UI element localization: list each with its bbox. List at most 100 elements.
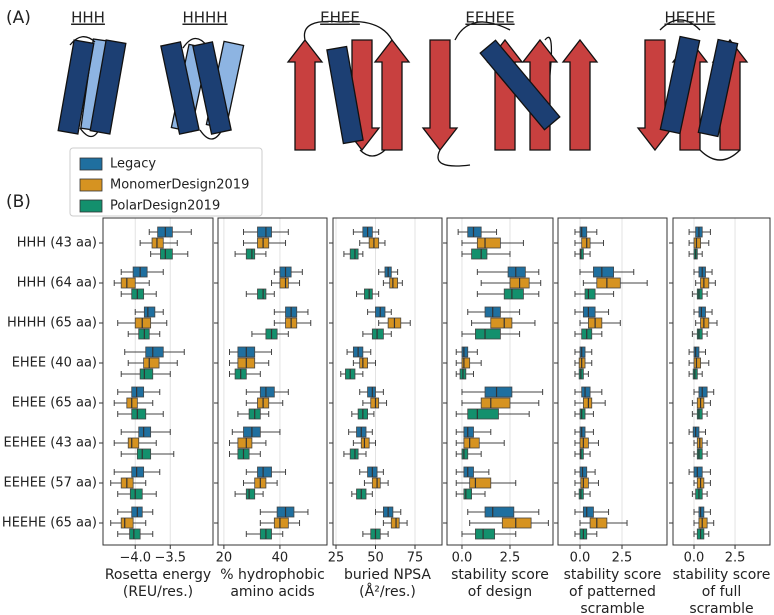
- box: [136, 448, 152, 460]
- x-axis-label: of design: [468, 584, 532, 600]
- box: [579, 466, 588, 478]
- x-axis-label: (Å²/res.): [359, 583, 416, 600]
- box: [134, 317, 152, 329]
- box: [467, 408, 499, 420]
- box: [371, 328, 384, 340]
- x-axis-label: scramble: [580, 601, 644, 615]
- box: [507, 266, 526, 278]
- y-tick-label: HHH (64 aa): [17, 276, 97, 291]
- helix: [57, 39, 95, 135]
- box: [469, 477, 492, 489]
- box: [259, 386, 275, 398]
- box: [463, 488, 472, 500]
- helix: [160, 41, 200, 135]
- box: [370, 397, 380, 409]
- box: [693, 237, 701, 249]
- box: [693, 346, 700, 358]
- axes-frame: [217, 217, 328, 546]
- box: [696, 448, 703, 460]
- x-axis-label: stability score: [451, 567, 549, 583]
- strand: [561, 38, 599, 151]
- x-axis-label: stability score: [564, 567, 662, 583]
- loop: [303, 20, 393, 41]
- legend-swatch: [79, 199, 103, 213]
- box: [160, 248, 173, 260]
- box: [129, 488, 143, 500]
- box: [484, 506, 515, 518]
- box: [698, 306, 706, 318]
- x-axis-label: buried NPSA: [344, 567, 431, 583]
- strand: [421, 39, 459, 152]
- axes-frame: [102, 217, 214, 546]
- box: [579, 248, 584, 260]
- legend-label: PolarDesign2019: [110, 199, 220, 214]
- topology-title: HHH: [71, 9, 105, 27]
- box: [138, 426, 152, 438]
- y-tick-label: EEHEE (43 aa): [3, 436, 97, 451]
- box: [579, 346, 586, 358]
- box: [120, 277, 136, 289]
- box: [589, 517, 608, 529]
- loop: [359, 149, 386, 157]
- box: [581, 237, 591, 249]
- axes-frame: [672, 217, 771, 546]
- box: [579, 437, 589, 449]
- box: [700, 317, 710, 329]
- box: [371, 477, 381, 489]
- legend-swatch: [79, 178, 103, 192]
- box: [593, 266, 614, 278]
- box: [467, 226, 482, 238]
- x-axis-label: stability score: [673, 567, 771, 583]
- box: [696, 288, 703, 300]
- box: [145, 346, 164, 358]
- x-axis-label: scramble: [689, 601, 753, 615]
- x-tick-label: 2.5: [725, 551, 746, 566]
- box: [360, 437, 370, 449]
- legend-box: [69, 147, 263, 217]
- box: [364, 288, 373, 300]
- box: [273, 517, 289, 529]
- y-tick-label: HHH (43 aa): [17, 236, 97, 251]
- loop: [69, 36, 96, 46]
- box: [131, 466, 145, 478]
- x-axis-label: (REU/res.): [123, 584, 193, 600]
- loop: [659, 19, 701, 31]
- box: [129, 528, 141, 540]
- y-tick-label: EEHEE (57 aa): [3, 476, 97, 491]
- box: [461, 448, 469, 460]
- box: [582, 306, 596, 318]
- y-tick-label: EHEE (65 aa): [12, 396, 97, 411]
- helix: [89, 39, 127, 135]
- axes-frame: [332, 217, 443, 546]
- box: [257, 466, 272, 478]
- panel-label: (B): [6, 192, 31, 212]
- x-tick-label: 0.0: [684, 551, 705, 566]
- box: [579, 448, 584, 460]
- box: [693, 357, 701, 369]
- box: [131, 408, 147, 420]
- helix: [697, 38, 739, 138]
- box: [463, 426, 474, 438]
- box: [579, 226, 588, 238]
- box: [471, 248, 488, 260]
- box: [484, 386, 513, 398]
- box: [143, 357, 160, 369]
- box: [257, 288, 267, 300]
- x-tick-label: −4.0: [119, 551, 151, 566]
- box: [461, 346, 469, 358]
- box: [237, 437, 253, 449]
- box: [367, 386, 376, 398]
- box: [700, 277, 710, 289]
- box: [501, 517, 532, 529]
- box: [389, 277, 399, 289]
- topology-title: HHHH: [182, 9, 227, 27]
- box: [696, 328, 703, 340]
- box: [245, 248, 256, 260]
- helix: [659, 35, 701, 135]
- axes-frame: [446, 217, 554, 546]
- topology-title: EHEE: [320, 9, 360, 27]
- loop: [437, 149, 471, 167]
- topology-title: EEHEE: [465, 9, 514, 27]
- box: [349, 448, 359, 460]
